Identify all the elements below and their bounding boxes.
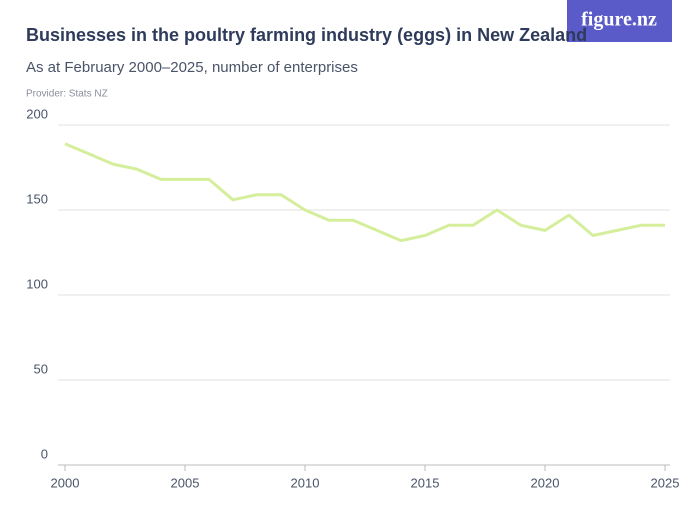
x-tick-label: 2025 [651,475,680,490]
y-tick-label: 50 [34,361,48,376]
logo: figure.nz [581,9,657,31]
y-tick-label: 200 [26,106,48,121]
x-tick-label: 2005 [171,475,200,490]
x-tick-label: 2000 [51,475,80,490]
source: Provider: Stats NZ [26,89,108,100]
data-line [64,142,665,243]
y-tick-label: 150 [26,191,48,206]
chart-title: Businesses in the poultry farming indust… [26,25,587,45]
logo-box [567,0,672,42]
x-tick-label: 2015 [411,475,440,490]
y-tick-label: 0 [41,446,48,461]
x-tick-label: 2010 [291,475,320,490]
x-tick-label: 2020 [531,475,560,490]
chart-subtitle: As at February 2000–2025, number of ente… [26,59,358,76]
y-tick-label: 100 [26,276,48,291]
